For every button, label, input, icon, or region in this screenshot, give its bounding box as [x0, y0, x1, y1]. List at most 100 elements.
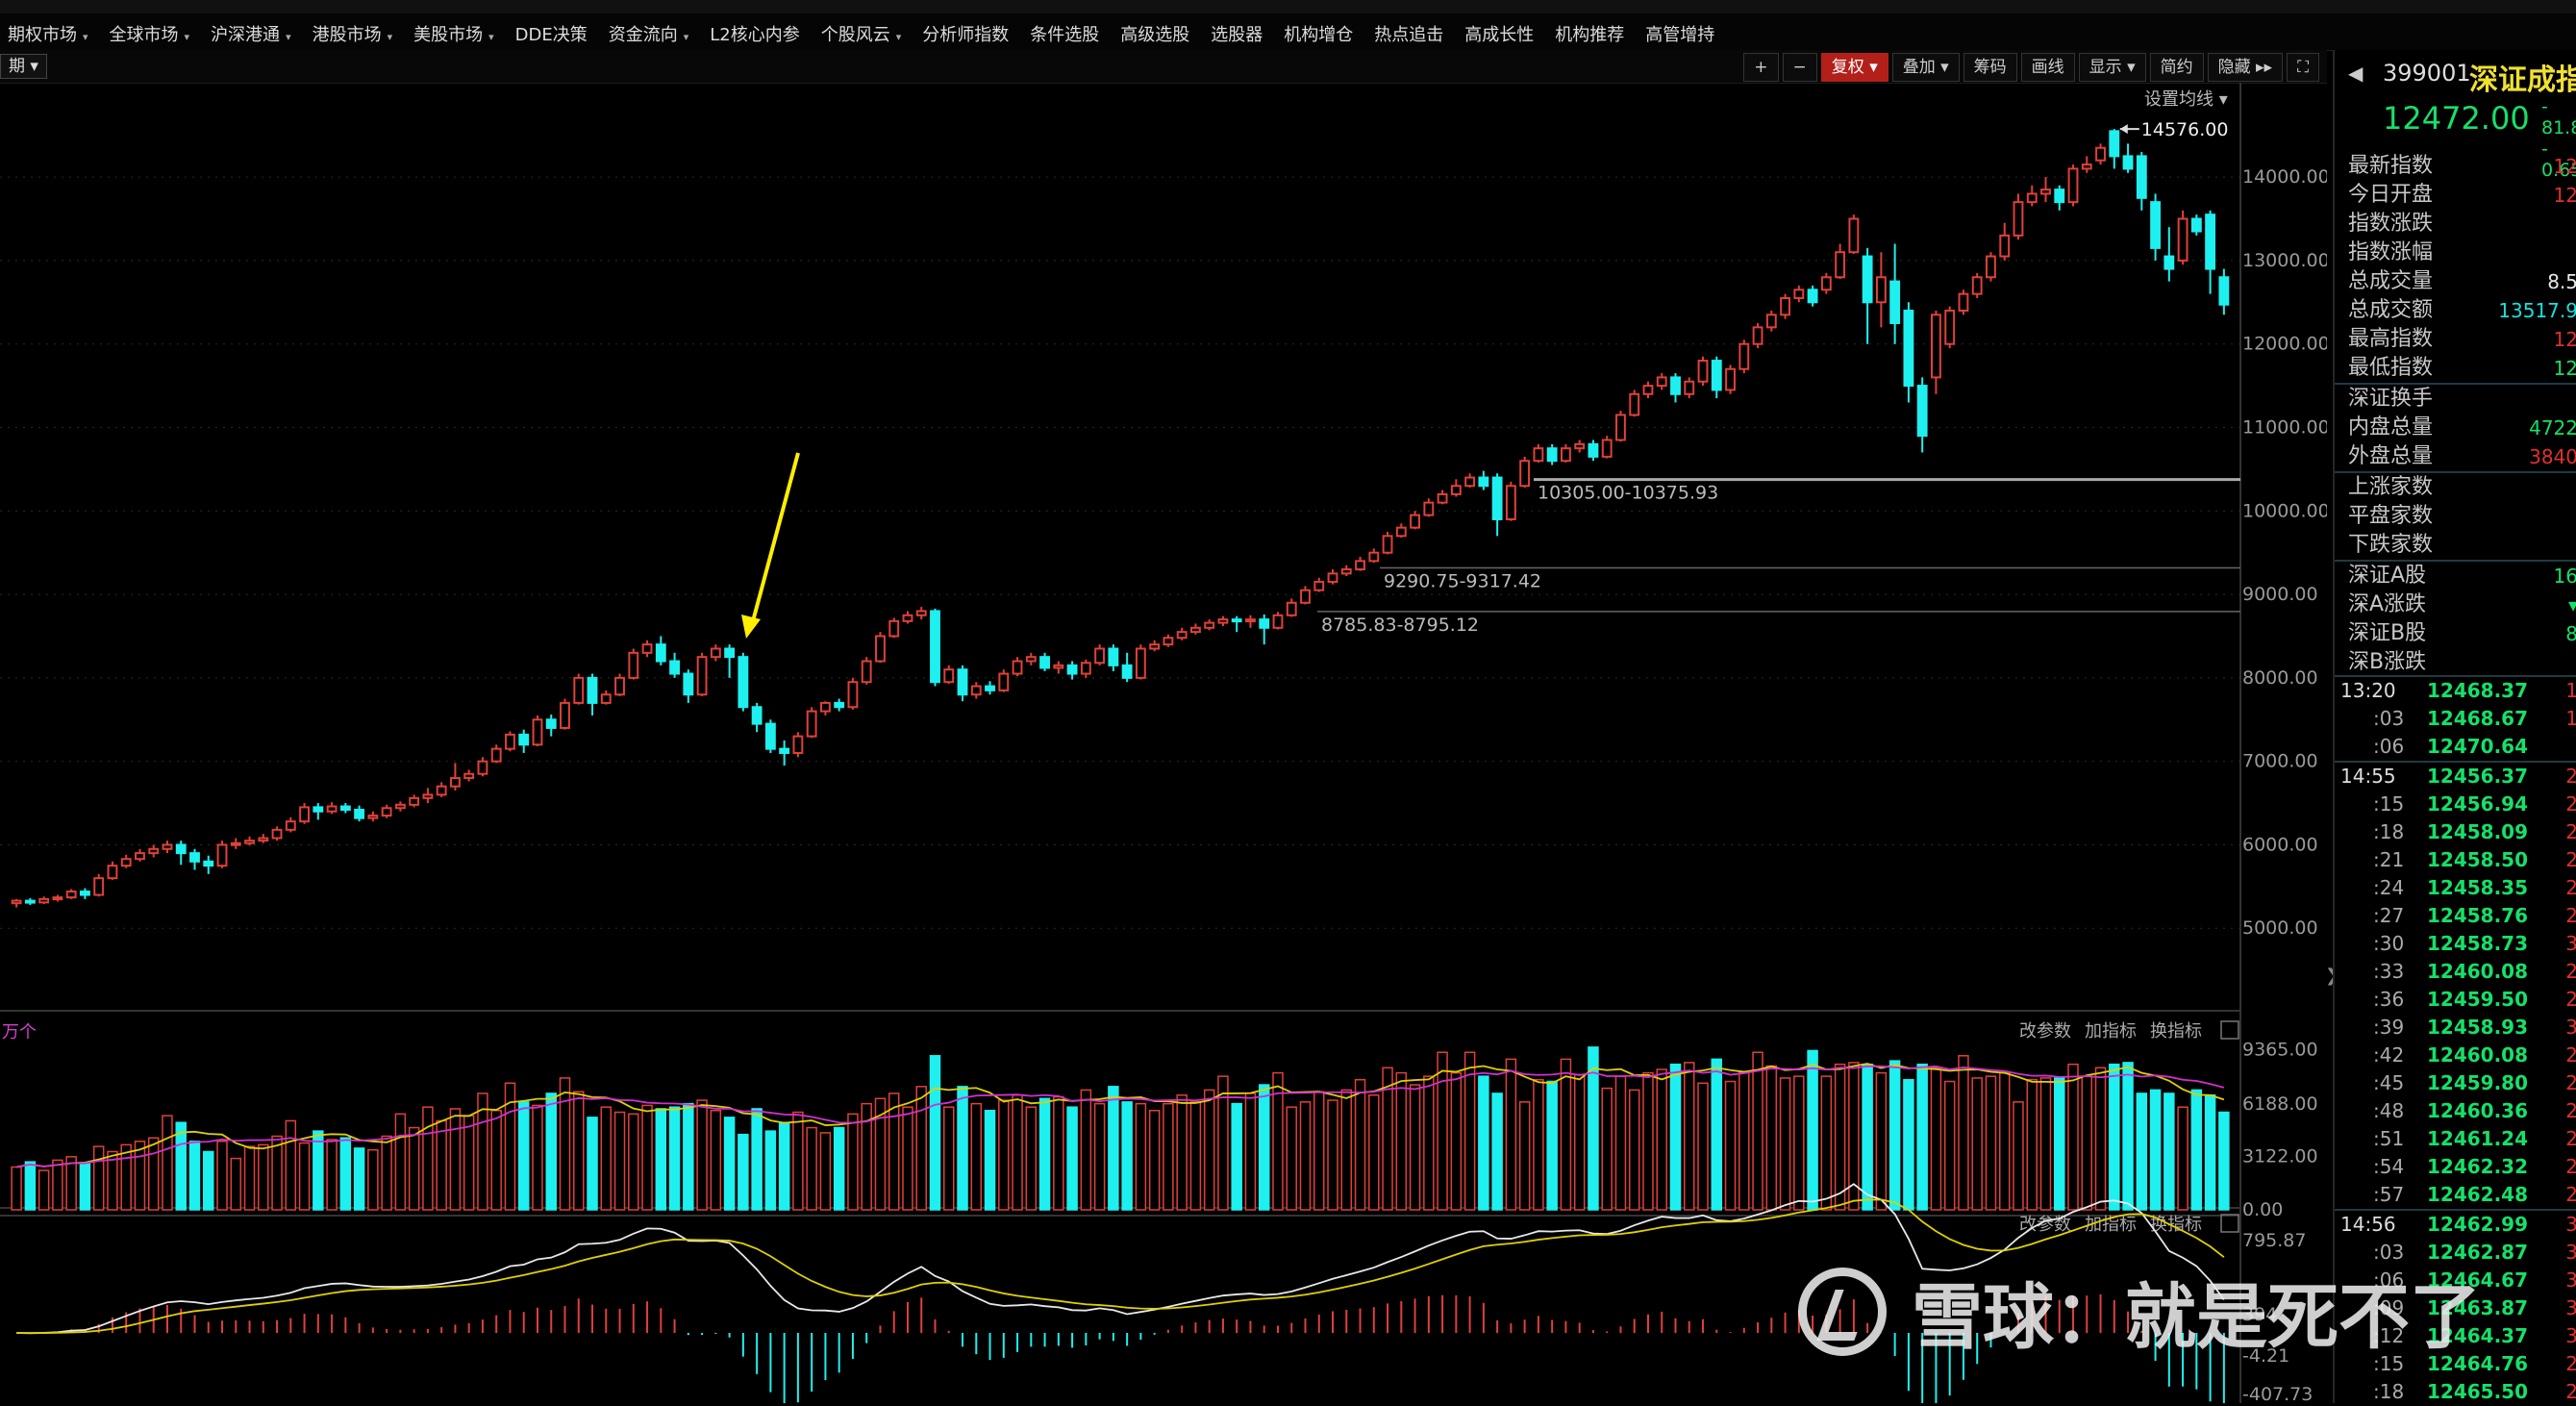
volume-bar: [1189, 1101, 1202, 1211]
stat-row: 深证A股 16: [2335, 560, 2576, 590]
volume-bar: [1888, 1060, 1901, 1211]
menu-item[interactable]: 机构推荐: [1555, 21, 1624, 46]
candle: [1423, 498, 1435, 517]
menu-item[interactable]: 高级选股: [1120, 21, 1189, 46]
candle: [1355, 557, 1365, 571]
candle-body: [1986, 255, 1996, 279]
menu-item[interactable]: 条件选股: [1030, 21, 1099, 46]
volume-bar: [1628, 1089, 1640, 1211]
indicator-control[interactable]: 加指标: [2085, 1021, 2137, 1042]
menu-item[interactable]: L2核心内参: [710, 21, 799, 46]
toolbar-button[interactable]: 简约: [2149, 53, 2204, 82]
stat-value: 13517.9: [2498, 299, 2576, 322]
toolbar-button[interactable]: 隐藏 ▸▸: [2207, 53, 2284, 82]
volume-bar: [751, 1108, 763, 1211]
menu-item-label: 机构增仓: [1284, 25, 1354, 45]
candle-body: [1999, 234, 2011, 258]
candle-body: [751, 706, 763, 725]
candle-body: [1039, 656, 1050, 669]
candle: [943, 665, 955, 684]
menu-item[interactable]: 资金流向 ▾: [609, 21, 689, 46]
candle: [573, 673, 585, 705]
tick-price: 12461.24: [2427, 1127, 2529, 1150]
candle-body: [1903, 309, 1914, 388]
volume-bar: [1286, 1106, 1297, 1211]
indicator-control[interactable]: 加指标: [2085, 1215, 2137, 1235]
volume-bar: [79, 1163, 91, 1211]
menu-item[interactable]: 个股风云 ▾: [821, 21, 902, 46]
indicator-control[interactable]: 换指标: [2150, 1215, 2202, 1235]
menu-item[interactable]: DDE决策: [515, 21, 588, 46]
candle-body: [696, 656, 708, 696]
tick-time: :39: [2373, 1016, 2405, 1039]
tick-time: 14:55: [2340, 765, 2396, 788]
menu-item-label: 美股市场: [413, 25, 484, 45]
toolbar-button[interactable]: 显示 ▾: [2078, 53, 2146, 82]
menu-item[interactable]: 选股器: [1211, 21, 1263, 46]
volume-bar: [1340, 1089, 1353, 1211]
index-price: 12472.00: [2383, 100, 2530, 137]
volume-bar: [532, 1104, 543, 1211]
menu-item[interactable]: 港股市场 ▾: [313, 21, 393, 46]
ma-setting-button[interactable]: 设置均线 ▾: [2144, 89, 2228, 110]
volume-bar: [52, 1159, 63, 1211]
tick-time: :15: [2373, 792, 2405, 816]
toolbar-button[interactable]: 画线: [2020, 53, 2075, 82]
prev-arrow-icon[interactable]: ◀: [2348, 62, 2363, 85]
toolbar-button[interactable]: 复权 ▾: [1820, 53, 1888, 82]
tick-row: 14:56 12462.99 3: [2335, 1209, 2576, 1239]
candle-body: [409, 796, 420, 806]
menu-item[interactable]: 热点追击: [1374, 21, 1443, 46]
toolbar-button[interactable]: 叠加 ▾: [1891, 53, 1960, 82]
candle: [1313, 577, 1325, 592]
indicator-control[interactable]: 换指标: [2150, 1021, 2202, 1042]
tick-time: :09: [2373, 1296, 2405, 1319]
macd-dea-line: [16, 1198, 2225, 1334]
candle: [1875, 252, 1887, 328]
tick-time: :21: [2373, 848, 2405, 871]
candle: [1971, 272, 1983, 298]
period-selector[interactable]: 期 ▾: [0, 54, 47, 79]
tick-volume: 3: [2565, 1016, 2576, 1039]
volume-bar: [628, 1113, 639, 1211]
stat-row: 总成交量 8.5: [2335, 267, 2576, 296]
candle-body: [985, 685, 995, 691]
candle-body: [1340, 568, 1352, 575]
toolbar-button[interactable]: ⛶: [2287, 53, 2319, 82]
volume-bar: [313, 1130, 324, 1211]
indicator-control[interactable]: 改参数: [2019, 1021, 2071, 1042]
volume-bar: [1998, 1071, 2011, 1211]
candle-body: [1163, 637, 1174, 646]
tick-price: 12465.50: [2427, 1380, 2529, 1403]
volume-bar: [1163, 1102, 1174, 1211]
volume-bar: [1135, 1102, 1147, 1211]
volume-bar: [2163, 1092, 2175, 1211]
candle-body: [2067, 167, 2079, 204]
menu-item[interactable]: 高管增持: [1645, 21, 1714, 46]
candle-body: [1491, 476, 1503, 520]
menu-item[interactable]: 全球市场 ▾: [110, 21, 190, 46]
menu-item[interactable]: 沪深港通 ▾: [211, 21, 291, 46]
toolbar-button[interactable]: −: [1782, 53, 1817, 82]
volume-bar: [1518, 1101, 1531, 1211]
stat-label: 总成交量: [2348, 269, 2434, 293]
candle-body: [915, 610, 927, 616]
toolbar-button[interactable]: +: [1743, 53, 1779, 82]
menu-item[interactable]: 分析师指数: [922, 21, 1009, 46]
indicator-control[interactable]: 改参数: [2019, 1215, 2071, 1235]
price-axis-tick: 5000.00: [2242, 917, 2318, 939]
volume-bar: [65, 1156, 77, 1211]
candle-body: [1217, 618, 1229, 624]
candle: [436, 782, 447, 797]
menu-item[interactable]: 期权市场 ▾: [8, 21, 88, 46]
menu-item[interactable]: 美股市场 ▾: [413, 21, 494, 46]
stat-label: 指数涨幅: [2348, 240, 2434, 264]
menu-item[interactable]: 高成长性: [1464, 21, 1534, 46]
menu-item[interactable]: 机构增仓: [1284, 21, 1353, 46]
chart-area[interactable]: 14000.00 13000.00 12000.00 11000.00 10000.00…: [0, 83, 2327, 1403]
candle: [24, 898, 36, 905]
toolbar-button[interactable]: 筹码: [1963, 53, 2017, 82]
candle: [1066, 661, 1078, 680]
volume-bar: [1546, 1080, 1558, 1211]
candle: [1149, 640, 1161, 652]
